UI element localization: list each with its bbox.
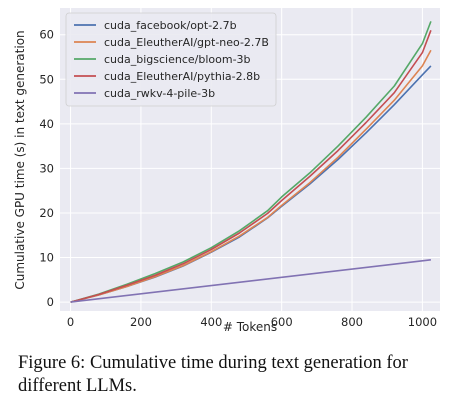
x-tick-label: 800: [341, 315, 363, 329]
y-axis-label: Cumulative GPU time (s) in text generati…: [13, 30, 27, 289]
legend-entry: cuda_EleutherAI/gpt-neo-2.7B: [104, 36, 269, 49]
x-tick-label: 400: [200, 315, 222, 329]
x-tick-label: 600: [271, 315, 293, 329]
x-tick-label: 1000: [408, 315, 437, 329]
legend-box: [65, 12, 277, 107]
tick-labels: 0 200 400 600 800 1000 0 10 20 30 40 50 60: [39, 28, 437, 329]
series-line-3: [70, 30, 432, 303]
y-tick-label: 0: [47, 295, 54, 309]
y-tick-label: 60: [39, 28, 54, 42]
series-line-1: [70, 49, 432, 303]
y-tick-label: 30: [39, 161, 54, 175]
figure-caption: Figure 6: Cumulative time during text ge…: [18, 352, 458, 398]
x-tick-label: 0: [67, 315, 74, 329]
series-line-2: [70, 21, 432, 303]
legend-entry: cuda_facebook/opt-2.7b: [104, 19, 237, 32]
legend: cuda_facebook/opt-2.7b cuda_EleutherAI/gp…: [65, 12, 277, 107]
x-tick-label: 200: [130, 315, 152, 329]
series-line-4: [70, 259, 431, 303]
caption-line-1: Figure 6: Cumulative time during text ge…: [18, 353, 408, 373]
x-axis-label: # Tokens: [223, 320, 277, 334]
y-tick-label: 40: [39, 117, 54, 131]
y-tick-label: 20: [39, 206, 54, 220]
y-tick-label: 10: [39, 251, 54, 265]
legend-entry: cuda_bigscience/bloom-3b: [104, 53, 251, 66]
legend-entry: cuda_rwkv-4-pile-3b: [104, 87, 215, 100]
caption-line-2: different LLMs.: [18, 376, 137, 396]
series-lines: [70, 21, 432, 303]
y-tick-label: 50: [39, 72, 54, 86]
legend-entry: cuda_EleutherAI/pythia-2.8b: [104, 70, 260, 83]
